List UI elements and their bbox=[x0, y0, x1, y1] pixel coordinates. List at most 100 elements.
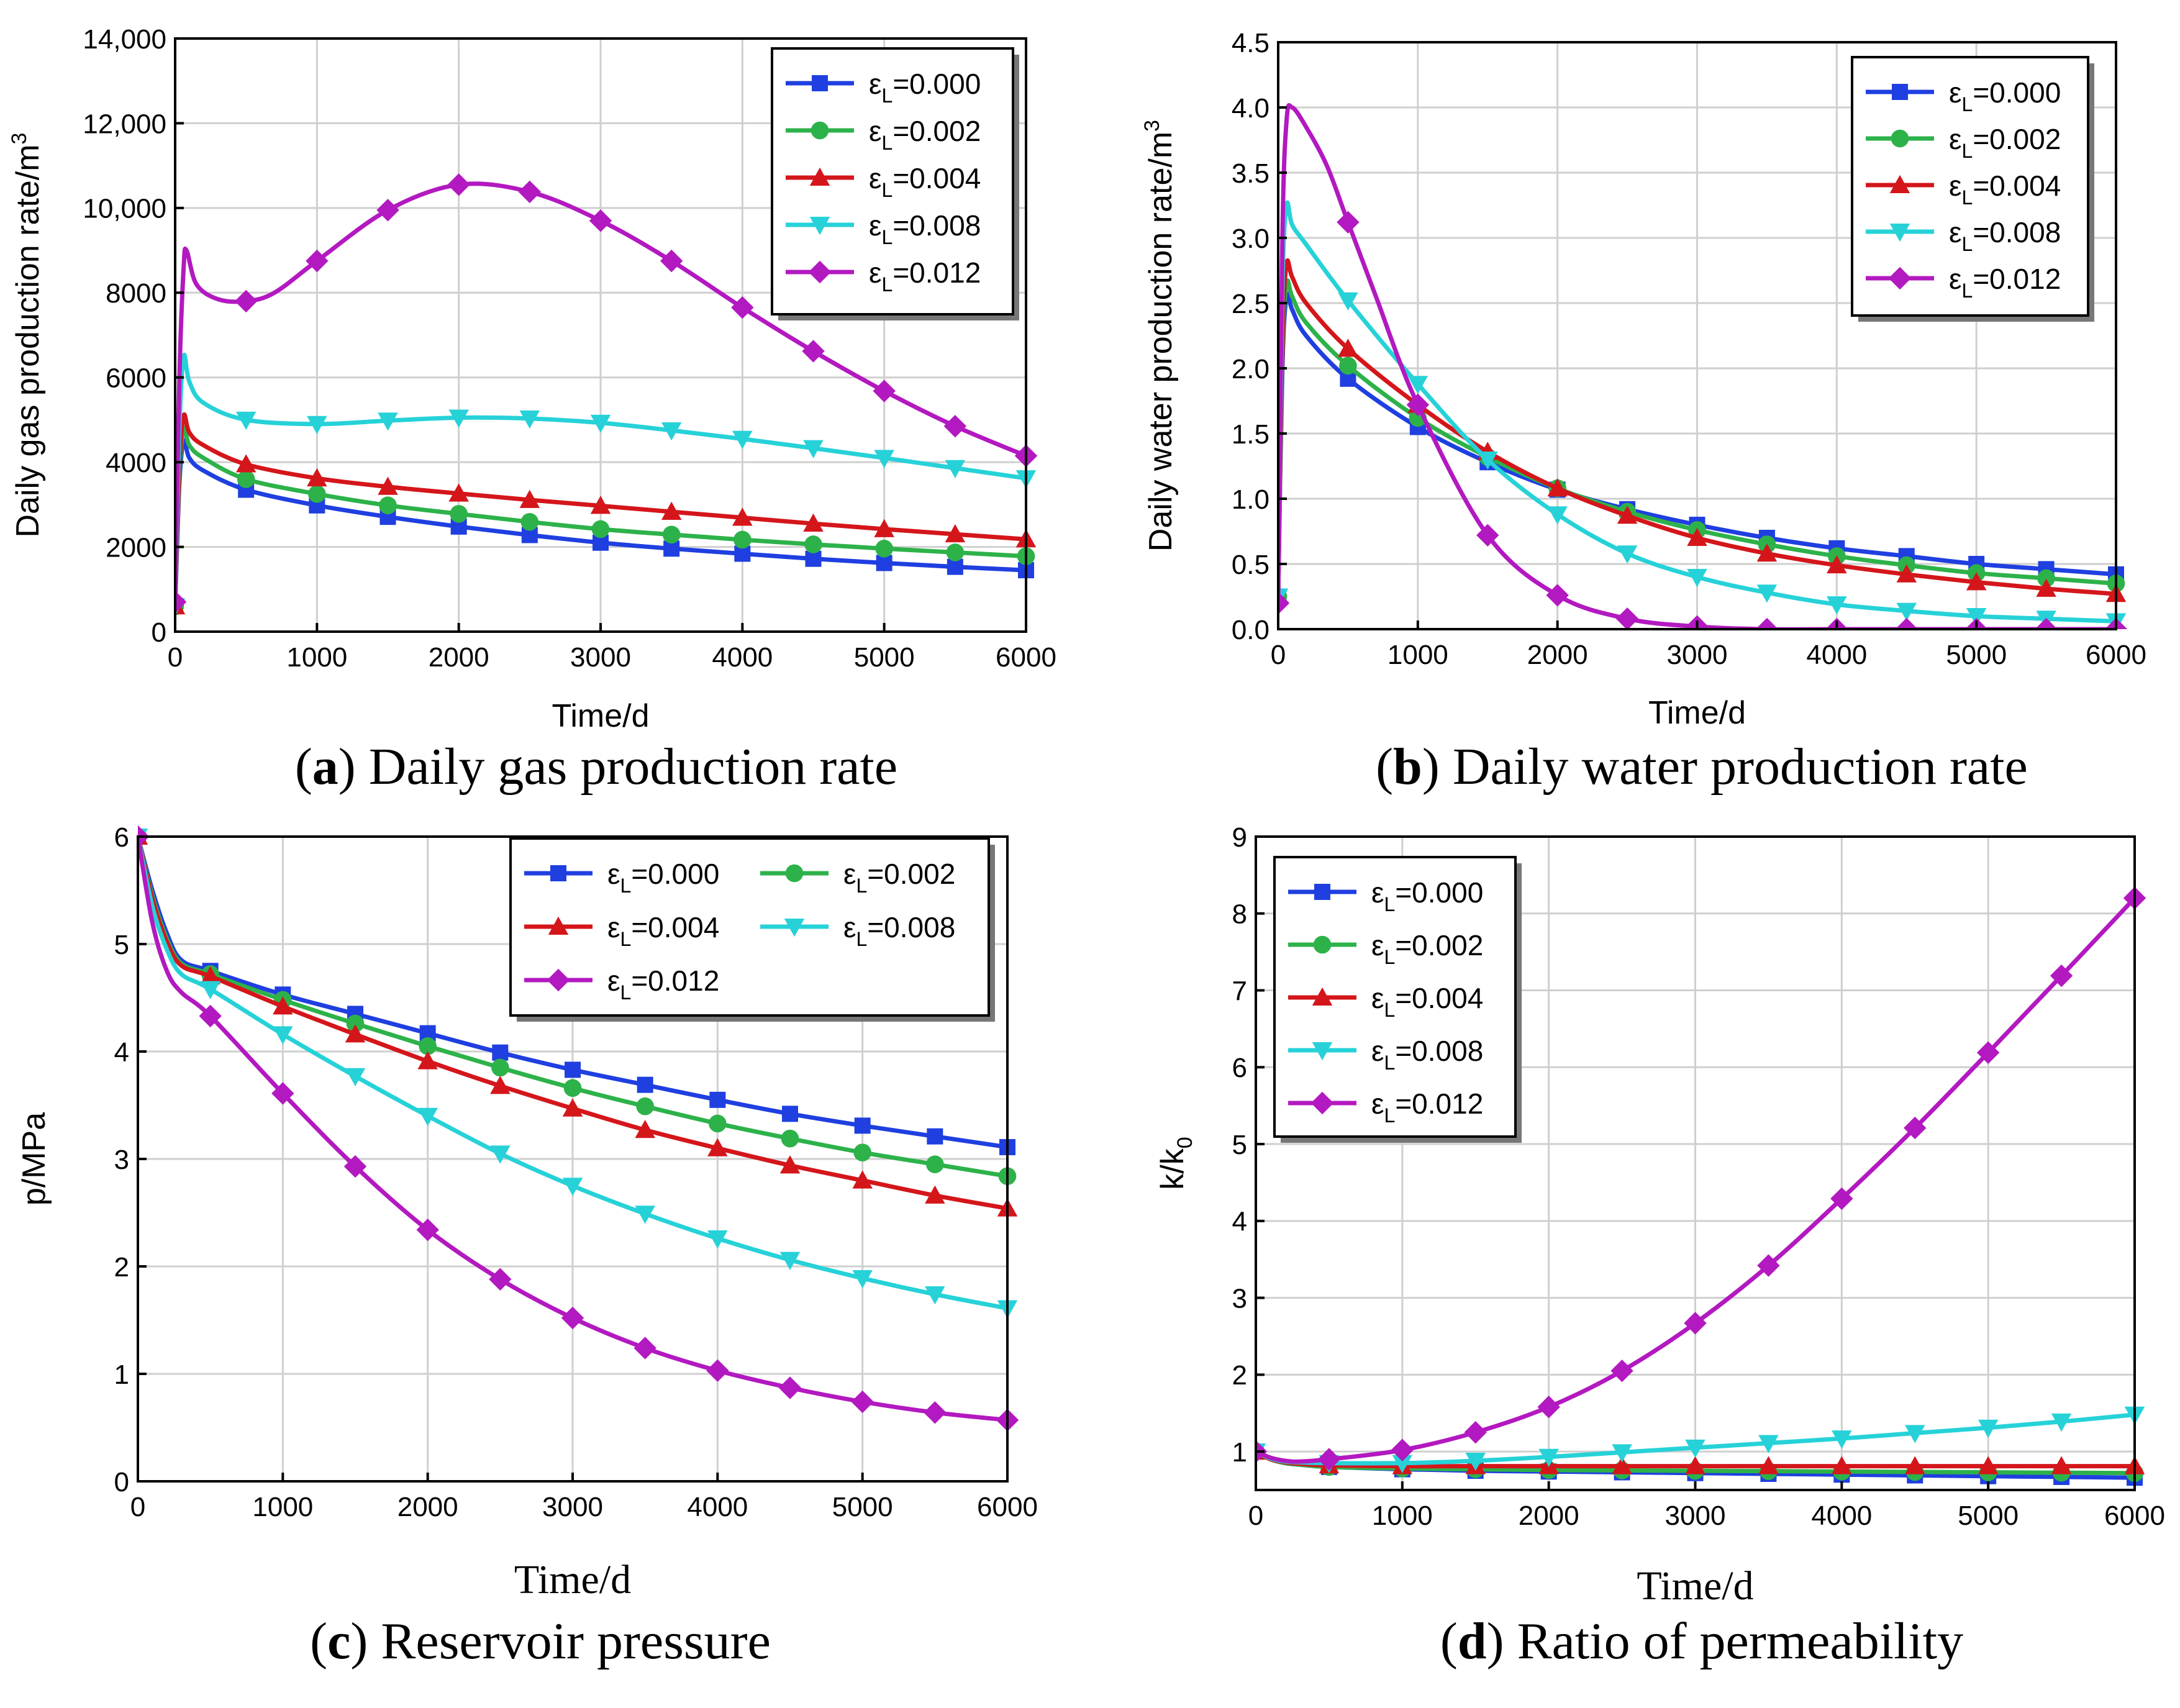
legend-marker bbox=[1889, 224, 1910, 242]
series-line-2 bbox=[138, 836, 1008, 1211]
data-point bbox=[660, 249, 683, 273]
data-point bbox=[1537, 1396, 1560, 1419]
y-tick-label: 1 bbox=[1232, 1437, 1247, 1468]
data-point bbox=[874, 519, 894, 537]
data-point bbox=[1685, 1439, 1705, 1458]
data-point bbox=[234, 289, 258, 313]
data-point bbox=[519, 410, 540, 429]
data-point bbox=[1612, 1444, 1632, 1463]
legend-item-1: εL=0.002 bbox=[760, 858, 955, 897]
x-tick-label: 4000 bbox=[712, 642, 773, 673]
x-axis-label: Time/d bbox=[1648, 695, 1746, 731]
legend-marker bbox=[1891, 129, 1909, 148]
data-point bbox=[1684, 1312, 1707, 1335]
data-point bbox=[1905, 1456, 1925, 1474]
y-tick-label: 4 bbox=[1232, 1207, 1247, 1237]
series-markers-2 bbox=[175, 454, 1037, 615]
legend-item-1: εL=0.002 bbox=[1866, 123, 2061, 162]
legend-label: εL=0.008 bbox=[869, 209, 981, 248]
y-axis-label: Daily gas production rate/m3 bbox=[7, 133, 46, 538]
y-tick-label: 2.5 bbox=[1232, 289, 1269, 319]
data-point bbox=[706, 1359, 729, 1383]
data-point bbox=[1966, 572, 1987, 591]
data-point bbox=[308, 485, 326, 503]
data-point bbox=[1464, 1420, 1487, 1444]
data-point bbox=[1976, 1041, 2000, 1064]
data-point bbox=[518, 180, 542, 204]
data-point bbox=[343, 1155, 367, 1178]
data-point bbox=[852, 1270, 873, 1289]
panel-caption: (c) Reservoir pressure bbox=[310, 1612, 771, 1670]
data-point bbox=[946, 543, 965, 561]
x-tick-label: 1000 bbox=[1372, 1501, 1433, 1531]
data-point bbox=[873, 379, 896, 402]
data-point bbox=[235, 411, 257, 430]
legend-label: εL=0.000 bbox=[1371, 876, 1483, 915]
data-point bbox=[1547, 506, 1568, 525]
data-point bbox=[636, 1097, 654, 1115]
series-line-4 bbox=[1278, 103, 2116, 629]
series-markers-4 bbox=[175, 173, 1038, 614]
x-tick-label: 0 bbox=[1248, 1501, 1263, 1531]
legend-marker bbox=[1314, 884, 1330, 900]
legend-item-3: εL=0.008 bbox=[786, 209, 981, 248]
data-point bbox=[1338, 292, 1358, 311]
data-point bbox=[271, 1082, 294, 1105]
legend-marker bbox=[809, 167, 830, 186]
legend-label: εL=0.012 bbox=[1949, 263, 2061, 302]
data-point bbox=[1278, 591, 1290, 615]
data-point bbox=[1687, 527, 1707, 546]
legend-item-4: εL=0.012 bbox=[1288, 1088, 1483, 1127]
y-tick-label: 4.5 bbox=[1232, 28, 1269, 58]
data-point bbox=[779, 1251, 801, 1270]
data-point bbox=[635, 1206, 655, 1224]
legend-marker bbox=[1892, 84, 1908, 100]
data-point bbox=[802, 340, 825, 363]
data-point bbox=[1756, 584, 1778, 603]
data-point bbox=[778, 1376, 802, 1399]
data-point bbox=[1478, 452, 1498, 470]
data-point bbox=[733, 530, 752, 549]
data-point bbox=[1905, 1425, 1925, 1443]
x-tick-label: 2000 bbox=[429, 642, 489, 673]
y-tick-label: 2 bbox=[1232, 1360, 1247, 1391]
x-tick-label: 1000 bbox=[252, 1492, 313, 1522]
legend-marker bbox=[548, 916, 569, 935]
data-point bbox=[199, 1004, 222, 1028]
x-tick-label: 2000 bbox=[397, 1492, 458, 1522]
data-point bbox=[1392, 1455, 1413, 1473]
series-line-2 bbox=[1278, 258, 2117, 597]
x-tick-label: 4000 bbox=[1811, 1501, 1872, 1531]
data-point bbox=[519, 489, 540, 508]
data-point bbox=[378, 412, 398, 431]
legend-item-2: εL=0.004 bbox=[1288, 982, 1483, 1021]
data-point bbox=[943, 414, 967, 438]
y-tick-label: 7 bbox=[1232, 976, 1247, 1006]
data-point bbox=[306, 249, 329, 273]
data-point bbox=[1687, 569, 1707, 588]
data-point bbox=[565, 1061, 581, 1078]
data-point bbox=[1978, 1419, 1999, 1438]
data-point bbox=[709, 1114, 727, 1133]
x-tick-label: 5000 bbox=[1958, 1501, 2019, 1531]
data-point bbox=[1337, 211, 1360, 234]
legend-item-4: εL=0.012 bbox=[786, 257, 981, 296]
x-tick-label: 0 bbox=[130, 1492, 145, 1522]
data-point bbox=[200, 966, 220, 984]
data-point bbox=[562, 1098, 583, 1117]
y-tick-label: 4000 bbox=[106, 448, 166, 478]
data-point bbox=[345, 1068, 366, 1087]
data-point bbox=[448, 409, 469, 428]
legend-label: εL=0.002 bbox=[1371, 929, 1483, 968]
data-point bbox=[782, 1106, 798, 1122]
y-tick-label: 9 bbox=[1232, 822, 1247, 853]
data-point bbox=[490, 1145, 511, 1164]
data-point bbox=[591, 520, 610, 538]
y-tick-label: 12,000 bbox=[83, 109, 166, 139]
legend-item-4: εL=0.012 bbox=[1866, 263, 2061, 302]
data-point bbox=[2035, 617, 2058, 629]
data-point bbox=[490, 1076, 511, 1094]
data-point bbox=[1832, 1456, 1852, 1474]
y-tick-label: 6 bbox=[114, 822, 129, 853]
